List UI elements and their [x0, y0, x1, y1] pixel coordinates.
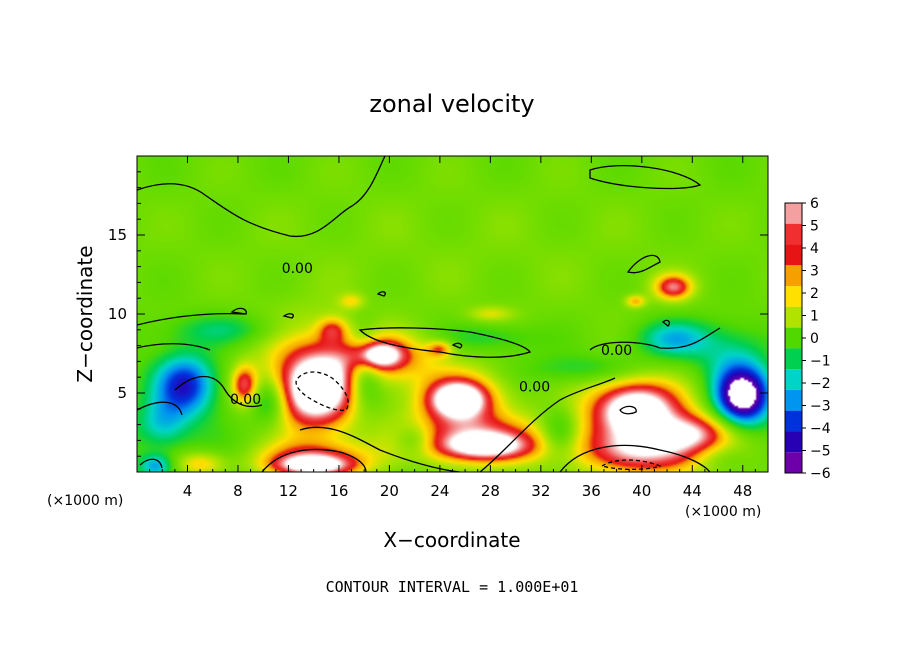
colorbar-label: 3 — [810, 264, 819, 280]
colorbar-label: −3 — [810, 399, 831, 415]
colorbar-label: −4 — [810, 421, 831, 437]
y-axis-ticks: 5 10 15 — [108, 171, 768, 457]
contour-small-2 — [282, 313, 294, 319]
colorbar-label: −1 — [810, 354, 831, 370]
colorbar-swatch — [785, 389, 802, 411]
contour-right-lobe — [626, 254, 661, 274]
contour-left-band-2 — [137, 343, 211, 351]
contour-interval-note: CONTOUR INTERVAL = 1.000E+01 — [326, 578, 579, 596]
colorbar-swatch — [785, 410, 802, 432]
x-tick-label: 8 — [233, 482, 243, 500]
contour-dashed-1 — [295, 371, 349, 411]
contour-small-4 — [451, 342, 463, 349]
colorbar-swatch — [785, 306, 802, 328]
contour-right-low — [559, 444, 711, 472]
colorbar-label: 0 — [810, 331, 819, 347]
y-tick-label: 10 — [108, 305, 127, 323]
chart-title: zonal velocity — [369, 90, 534, 118]
contour-dashed-2 — [600, 459, 662, 471]
x-unit-left: (×1000 m) — [47, 493, 123, 509]
contour-upper — [137, 156, 386, 237]
contour-label: 0.00 — [519, 379, 550, 395]
contour-label: 0.00 — [282, 261, 313, 277]
x-tick-label: 44 — [683, 482, 702, 500]
colorbar-swatch — [785, 244, 802, 266]
x-tick-label: 32 — [531, 482, 550, 500]
x-unit-right: (×1000 m) — [685, 504, 761, 520]
contour-upper-right — [589, 165, 702, 190]
x-axis-ticks: 4 8 12 16 20 24 28 32 36 40 44 48 — [149, 156, 756, 500]
contour-center — [358, 327, 532, 358]
y-tick-label: 5 — [117, 384, 127, 402]
colorbar-label: 6 — [810, 196, 819, 212]
x-tick-label: 4 — [183, 482, 193, 500]
colorbar-swatch — [785, 286, 802, 307]
colorbar-label: −6 — [810, 466, 831, 482]
contour-left-mid — [174, 376, 263, 408]
colorbar-swatch — [785, 265, 802, 287]
x-tick-label: 16 — [329, 482, 348, 500]
contour-label: 0.00 — [601, 343, 632, 359]
contour-small-5 — [619, 405, 637, 415]
colorbar-label: −2 — [810, 376, 831, 392]
colorbar-swatch — [785, 203, 802, 224]
x-tick-label: 24 — [430, 482, 449, 500]
colorbar-swatch — [785, 327, 802, 349]
contour-label: 0.00 — [230, 392, 261, 408]
contour-left-low — [137, 401, 183, 416]
x-tick-label: 36 — [582, 482, 601, 500]
y-axis-label: Z−coordinate — [73, 245, 97, 382]
colorbar-label: 5 — [810, 219, 819, 235]
colorbar-swatch — [785, 348, 802, 370]
colorbar-label: 2 — [810, 286, 819, 302]
contour-labels: 0.00 0.00 0.00 0.00 — [230, 261, 632, 408]
contour-small-1 — [230, 307, 247, 315]
contour-small-3 — [376, 291, 386, 297]
contour-bottom-edge — [139, 458, 163, 469]
x-tick-label: 48 — [733, 482, 752, 500]
colorbar-label: 1 — [810, 309, 819, 325]
colorbar-swatch — [785, 223, 802, 245]
contour-bottom-left — [261, 448, 367, 472]
y-tick-label: 15 — [108, 226, 127, 244]
contour-left-band — [137, 312, 246, 326]
colorbar-label: 4 — [810, 241, 819, 257]
contour-small-6 — [662, 319, 671, 327]
x-tick-label: 28 — [481, 482, 500, 500]
x-tick-label: 20 — [380, 482, 399, 500]
colorbar-swatch — [785, 452, 802, 473]
colorbar-swatch — [785, 431, 802, 453]
x-tick-label: 12 — [279, 482, 298, 500]
contour-center-right — [479, 377, 616, 472]
colorbar: 6 5 4 3 2 1 0 −1 −2 −3 −4 −5 −6 — [784, 196, 831, 482]
contour-mid-right — [589, 327, 721, 351]
colorbar-swatch — [785, 369, 802, 390]
x-tick-label: 40 — [632, 482, 651, 500]
x-axis-label: X−coordinate — [383, 528, 520, 552]
colorbar-label: −5 — [810, 444, 831, 460]
